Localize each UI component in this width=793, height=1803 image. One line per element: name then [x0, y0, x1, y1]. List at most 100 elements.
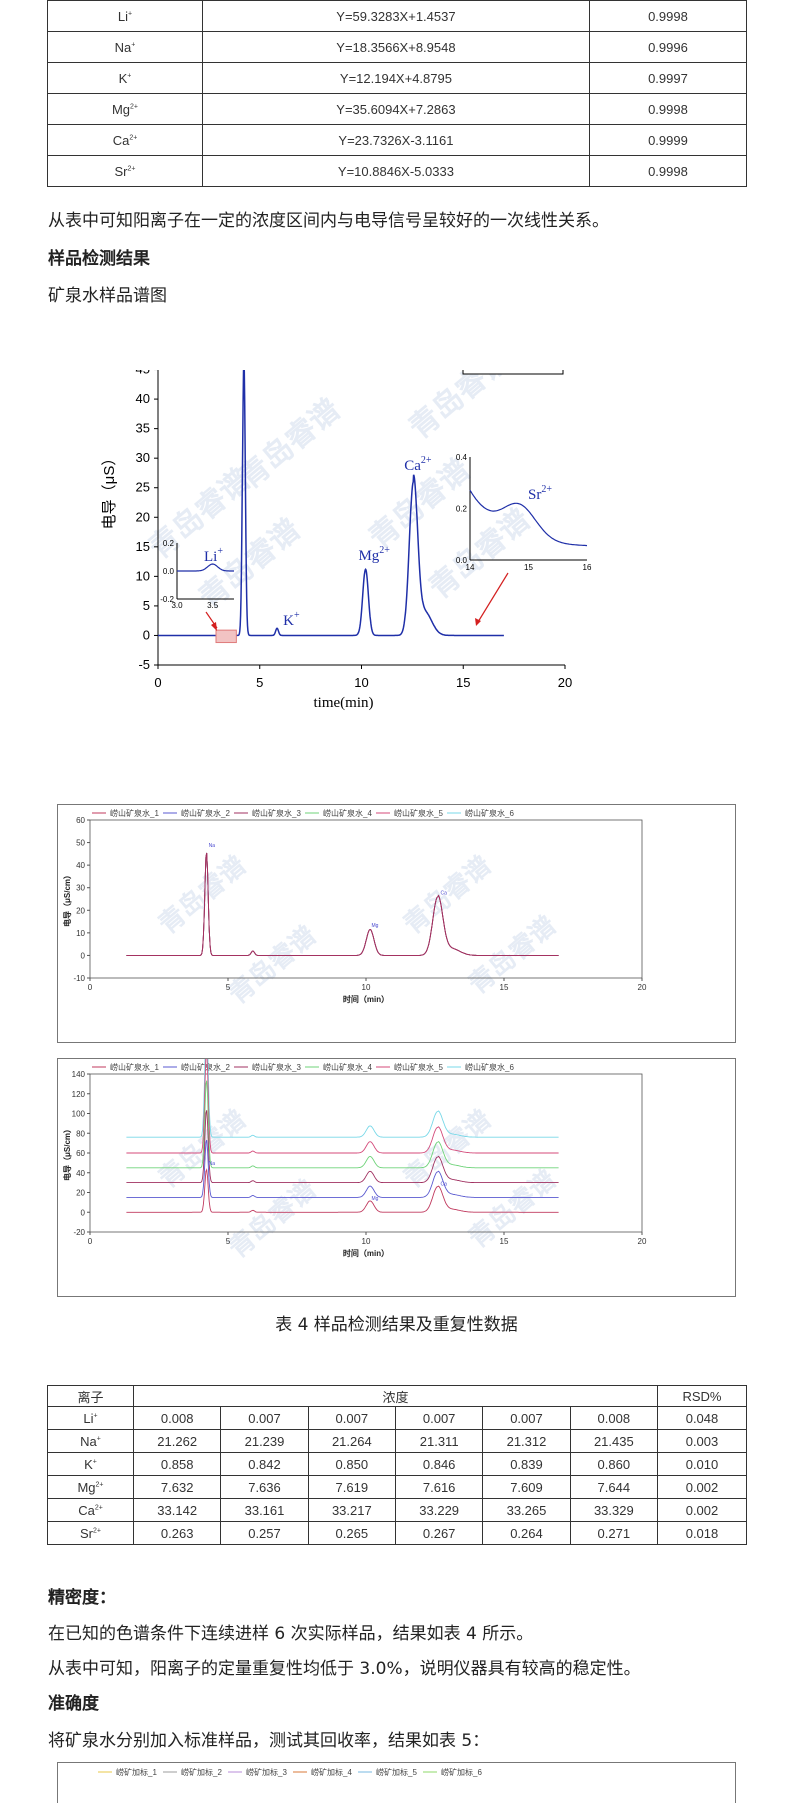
y-tick-label: -5: [138, 657, 150, 672]
ion-charge: +: [96, 1435, 101, 1443]
ion-charge: 2+: [127, 165, 136, 173]
y-tick-label: 15: [136, 539, 150, 554]
legend-label: 崂山矿泉水_5: [394, 1062, 443, 1072]
concentration-cell: 0.860: [569, 1452, 659, 1476]
peak-label: Ca: [441, 890, 448, 896]
peak-charge: +: [294, 610, 300, 621]
series-line: [126, 1080, 559, 1169]
concentration-cell: 7.632: [132, 1475, 222, 1499]
rsd-cell: 0.048: [657, 1406, 747, 1430]
y-tick-label: 20: [76, 906, 85, 915]
y-tick-label: 45: [136, 370, 150, 377]
concentration-cell: 7.636: [220, 1475, 309, 1499]
sr-inset-x-tick: 14: [466, 563, 475, 572]
y-tick-label: 0: [143, 627, 150, 642]
watermark-text: 青岛睿谱: [398, 1104, 497, 1194]
rsd-cell: 0.003: [657, 1429, 747, 1453]
y-tick-label: 60: [76, 816, 85, 825]
watermark-text: 青岛睿谱: [153, 850, 252, 940]
y-tick-label: 60: [76, 1149, 85, 1158]
concentration-cell: 33.142: [132, 1498, 222, 1522]
concentration-cell: 0.263: [132, 1521, 222, 1545]
concentration-cell: 21.312: [482, 1429, 571, 1453]
y-tick-label: 30: [76, 884, 85, 893]
watermark-text: 青岛睿谱: [398, 850, 497, 940]
concentration-cell: 21.311: [394, 1429, 484, 1453]
concentration-cell: 21.239: [220, 1429, 309, 1453]
correlation-coefficient: 0.9998: [588, 0, 748, 32]
heading-precision: 精密度：: [48, 1588, 116, 1608]
x-tick-label: 0: [88, 983, 93, 992]
ion-name: Na: [80, 1433, 97, 1449]
legend-label: 崂山矿泉水_1: [110, 1062, 159, 1072]
table-row: Li+ Y=59.3283X+1.4537 0.9998: [47, 0, 748, 32]
x-tick-label: 20: [638, 983, 647, 992]
table-row: K+ 0.858 0.842 0.850 0.846 0.839 0.860 0.010: [47, 1452, 747, 1476]
correlation-coefficient: 0.9998: [588, 155, 748, 187]
y-axis-label: 电导（μS/cm）: [62, 1125, 72, 1181]
y-tick-label: 120: [72, 1090, 86, 1099]
ion-name: Li: [83, 1410, 94, 1426]
peak-label: K+: [283, 610, 300, 629]
ion-charge: +: [93, 1412, 98, 1420]
ion-cell: K+: [47, 1452, 134, 1476]
y-tick-label: 40: [76, 861, 85, 870]
concentration-cell: 7.619: [307, 1475, 396, 1499]
concentration-cell: 0.267: [394, 1521, 484, 1545]
table-row: Mg2+ Y=35.6094X+7.2863 0.9998: [47, 93, 748, 125]
y-tick-label: 80: [76, 1129, 85, 1138]
sr-arrow-line: [477, 572, 509, 623]
concentration-cell: 0.839: [482, 1452, 571, 1476]
x-tick-label: 15: [500, 983, 509, 992]
ion-charge: +: [92, 1458, 97, 1466]
x-tick-label: 10: [362, 1237, 371, 1246]
legend-label: 矿泉水: [509, 370, 551, 371]
sr-inset-x-tick: 16: [583, 563, 592, 572]
ion-cell: Mg2+: [47, 1475, 134, 1499]
table-row: Na+ 21.262 21.239 21.264 21.311 21.312 21.435 0…: [47, 1429, 747, 1453]
ion-charge: 2+: [129, 134, 138, 142]
ion-charge: 2+: [94, 1504, 103, 1512]
y-tick-label: 0: [81, 951, 86, 960]
concentration-cell: 0.008: [132, 1406, 222, 1430]
paragraph-accuracy: 将矿泉水分别加入标准样品，测试其回收率，结果如表 5：: [48, 1731, 490, 1751]
ion-charge: +: [127, 72, 132, 80]
peak-label: Na: [209, 843, 216, 849]
table-row: Sr2+ 0.263 0.257 0.265 0.267 0.264 0.271 0.018: [47, 1521, 747, 1545]
peak-label: Ca: [441, 1182, 448, 1188]
y-tick-label: 25: [136, 480, 150, 495]
ion-charge: +: [128, 10, 133, 18]
ion-name: Ca: [112, 132, 130, 148]
legend-label: 崂矿加标_2: [181, 1767, 222, 1777]
repeatability-table: 离子 浓度 RSD% Li+ 0.008 0.007 0.007 0.007 0.007 0…: [47, 1385, 747, 1545]
peak-label: Mg: [372, 1196, 379, 1202]
concentration-cell: 21.435: [569, 1429, 659, 1453]
legend-label: 崂山矿泉水_4: [323, 808, 372, 818]
table-row: Mg2+ 7.632 7.636 7.619 7.616 7.609 7.644 0.002: [47, 1475, 747, 1499]
y-tick-label: 40: [76, 1169, 85, 1178]
header-ion: 离子: [47, 1385, 134, 1407]
ion-name: Na: [114, 39, 132, 55]
y-tick-label: 50: [76, 839, 85, 848]
concentration-cell: 33.329: [569, 1498, 659, 1522]
x-tick-label: 5: [256, 675, 263, 690]
ion-cell: Li+: [47, 1406, 134, 1430]
ion-charge: 2+: [95, 1481, 104, 1489]
ion-charge: 2+: [130, 103, 139, 111]
legend-label: 崂矿加标_5: [376, 1767, 417, 1777]
regression-equation: Y=59.3283X+1.4537: [201, 0, 590, 32]
concentration-cell: 0.007: [220, 1406, 309, 1430]
concentration-cell: 0.007: [307, 1406, 396, 1430]
series-line: [126, 1168, 559, 1213]
table-row: K+ Y=12.194X+4.8795 0.9997: [47, 62, 748, 94]
y-tick-label: 10: [136, 568, 150, 583]
x-tick-label: 0: [154, 675, 161, 690]
calibration-table: Li+ Y=59.3283X+1.4537 0.9998 Na + Y=18.35…: [47, 0, 748, 187]
regression-equation: Y=18.3566X+8.9548: [201, 31, 590, 63]
correlation-coefficient: 0.9997: [588, 62, 748, 94]
ion-cell: Sr2+: [47, 1521, 134, 1545]
concentration-cell: 7.644: [569, 1475, 659, 1499]
x-tick-label: 5: [226, 983, 231, 992]
legend-label: 崂山矿泉水_2: [181, 808, 230, 818]
